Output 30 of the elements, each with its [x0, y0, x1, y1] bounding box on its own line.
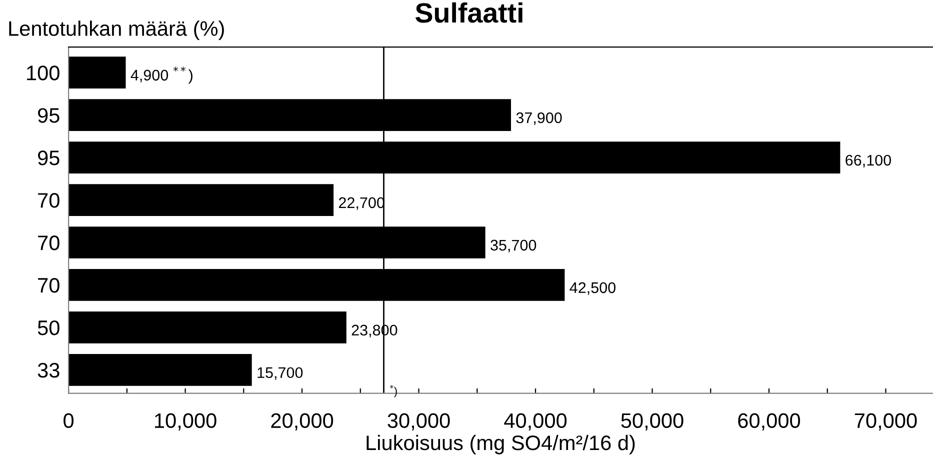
- data-label: 37,900: [516, 112, 562, 125]
- x-tick-label: 30,000: [388, 413, 450, 430]
- data-label: 4,900 $^{**}$): [130, 66, 192, 84]
- y-tick-label: 70: [38, 193, 60, 208]
- x-tick-label: 70,000: [854, 413, 917, 430]
- x-axis-title: Liukoisuus (mg SO4/m²/16 d): [366, 434, 635, 454]
- y-tick-label: 95: [38, 150, 60, 166]
- y-tick-label: 100: [27, 66, 60, 80]
- y-tick-label: 70: [38, 235, 60, 250]
- bar: [68, 354, 252, 386]
- ref-line-label: $^{*}$): [390, 384, 397, 398]
- x-tick-label: 60,000: [738, 413, 800, 430]
- chart-title: Sulfaatti: [416, 2, 522, 23]
- x-tick-label: 40,000: [504, 413, 567, 430]
- data-label: 35,700: [490, 240, 536, 252]
- data-label: 42,500: [570, 282, 616, 295]
- y-tick-label: 50: [38, 320, 60, 336]
- x-tick-label: 50,000: [621, 413, 684, 430]
- bar: [68, 312, 346, 344]
- data-label: 15,700: [258, 367, 303, 380]
- y-tick-label: 33: [38, 362, 60, 378]
- y-axis-title: Lentotuhkan määrä (%): [9, 20, 224, 40]
- data-label: 66,100: [846, 154, 891, 168]
- bar: [68, 56, 126, 89]
- x-tick-label: 10,000: [155, 413, 216, 430]
- bar: [68, 184, 334, 216]
- x-tick-label: 20,000: [271, 413, 334, 430]
- y-tick-label: 70: [38, 278, 60, 293]
- x-tick-label: 0: [64, 413, 74, 428]
- y-tick-label: 95: [38, 108, 60, 123]
